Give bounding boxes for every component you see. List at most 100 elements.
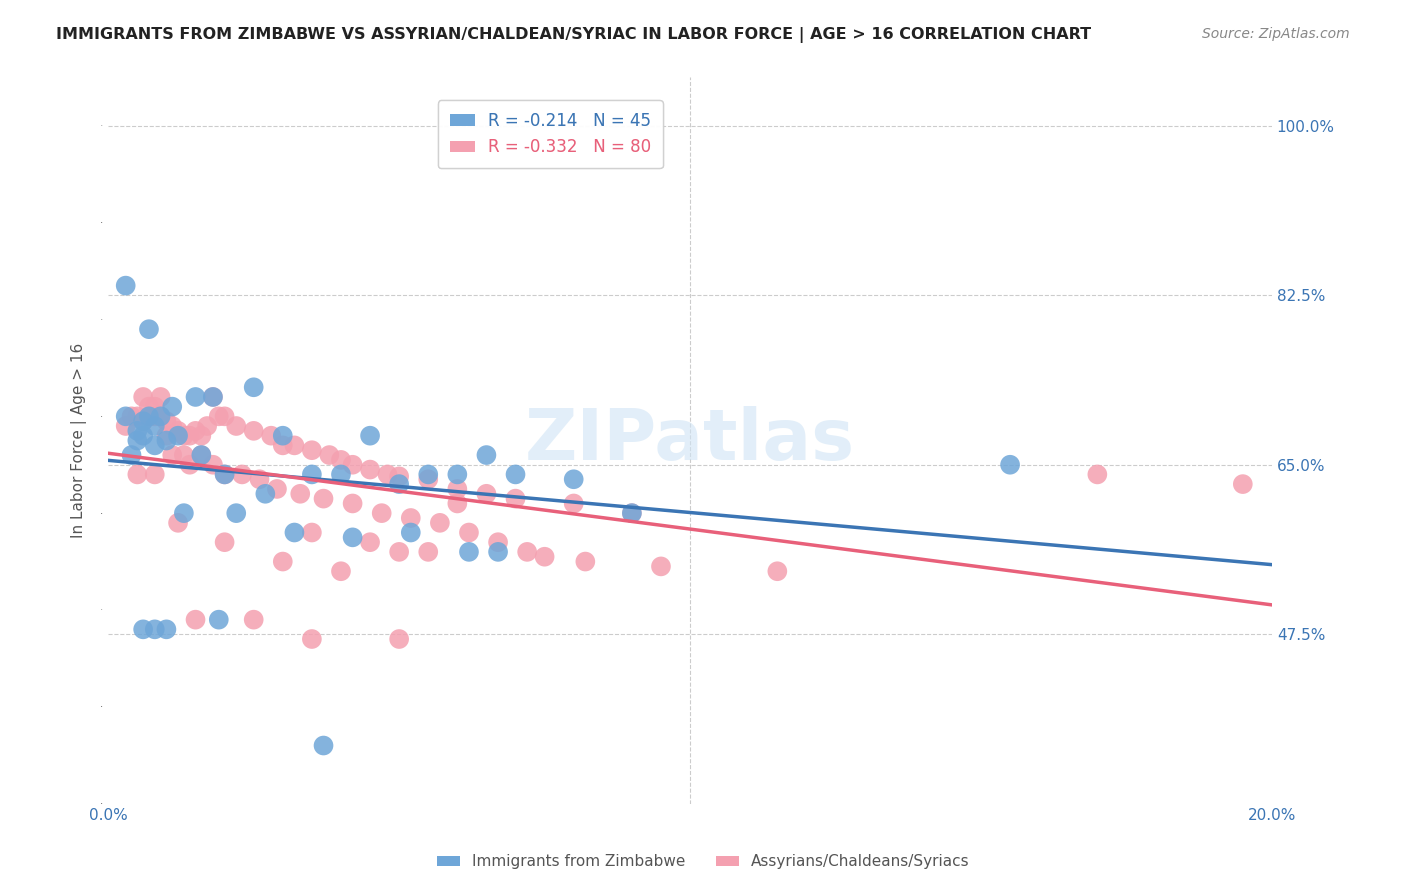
Text: ZIPatlas: ZIPatlas <box>524 406 855 475</box>
Point <box>127 434 149 448</box>
Point <box>143 467 166 482</box>
Point <box>418 472 440 486</box>
Point <box>167 428 190 442</box>
Point <box>225 506 247 520</box>
Point <box>342 530 364 544</box>
Point <box>242 613 264 627</box>
Point <box>458 525 481 540</box>
Point <box>388 545 411 559</box>
Point <box>143 400 166 414</box>
Point <box>121 448 143 462</box>
Point <box>155 434 177 448</box>
Point <box>486 535 509 549</box>
Point <box>208 409 231 424</box>
Point <box>173 428 195 442</box>
Point <box>998 458 1021 472</box>
Point <box>446 482 468 496</box>
Point <box>214 535 236 549</box>
Point <box>429 516 451 530</box>
Point <box>388 632 411 646</box>
Point <box>283 438 305 452</box>
Point <box>370 506 392 520</box>
Point <box>242 424 264 438</box>
Point <box>162 400 184 414</box>
Point <box>505 467 527 482</box>
Point <box>173 448 195 462</box>
Point <box>214 467 236 482</box>
Point <box>242 380 264 394</box>
Point <box>301 632 323 646</box>
Point <box>231 467 253 482</box>
Legend: Immigrants from Zimbabwe, Assyrians/Chaldeans/Syriacs: Immigrants from Zimbabwe, Assyrians/Chal… <box>430 848 976 875</box>
Point <box>162 448 184 462</box>
Point <box>184 424 207 438</box>
Point <box>533 549 555 564</box>
Point <box>766 564 789 578</box>
Point <box>149 409 172 424</box>
Point <box>143 409 166 424</box>
Legend: R = -0.214   N = 45, R = -0.332   N = 80: R = -0.214 N = 45, R = -0.332 N = 80 <box>439 100 662 168</box>
Text: Source: ZipAtlas.com: Source: ZipAtlas.com <box>1202 27 1350 41</box>
Point <box>1232 477 1254 491</box>
Point <box>249 472 271 486</box>
Point <box>283 525 305 540</box>
Point <box>620 506 643 520</box>
Point <box>190 428 212 442</box>
Point <box>574 555 596 569</box>
Point <box>114 278 136 293</box>
Point <box>225 419 247 434</box>
Point <box>214 409 236 424</box>
Point <box>418 467 440 482</box>
Point <box>167 516 190 530</box>
Point <box>143 438 166 452</box>
Point <box>330 467 353 482</box>
Point <box>301 467 323 482</box>
Point <box>271 555 294 569</box>
Point <box>138 322 160 336</box>
Point <box>330 453 353 467</box>
Point <box>301 443 323 458</box>
Point <box>342 458 364 472</box>
Point <box>179 428 201 442</box>
Point <box>458 545 481 559</box>
Point <box>486 545 509 559</box>
Point <box>359 462 381 476</box>
Point <box>475 487 498 501</box>
Point <box>190 448 212 462</box>
Point <box>399 525 422 540</box>
Point <box>620 506 643 520</box>
Point <box>505 491 527 506</box>
Point <box>377 467 399 482</box>
Point <box>121 409 143 424</box>
Point <box>399 511 422 525</box>
Point <box>173 506 195 520</box>
Point <box>167 424 190 438</box>
Point <box>290 487 312 501</box>
Point <box>318 448 340 462</box>
Point <box>208 613 231 627</box>
Point <box>162 419 184 434</box>
Point <box>446 496 468 510</box>
Point <box>179 458 201 472</box>
Point <box>388 477 411 491</box>
Point <box>138 400 160 414</box>
Point <box>195 419 218 434</box>
Point <box>132 414 155 428</box>
Point <box>254 487 277 501</box>
Point <box>184 613 207 627</box>
Point <box>201 458 224 472</box>
Point <box>201 390 224 404</box>
Y-axis label: In Labor Force | Age > 16: In Labor Force | Age > 16 <box>72 343 87 538</box>
Point <box>127 409 149 424</box>
Point <box>271 428 294 442</box>
Point <box>138 409 160 424</box>
Point <box>155 414 177 428</box>
Point <box>359 535 381 549</box>
Point <box>650 559 672 574</box>
Point <box>132 390 155 404</box>
Point <box>127 467 149 482</box>
Point <box>260 428 283 442</box>
Point <box>562 496 585 510</box>
Point <box>138 409 160 424</box>
Point <box>127 424 149 438</box>
